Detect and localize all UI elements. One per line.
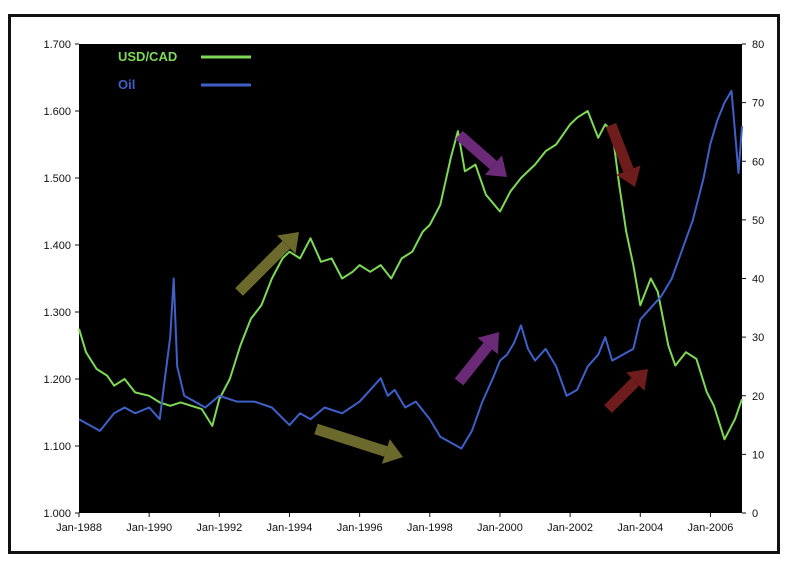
maroon-arrow-down <box>605 123 641 187</box>
arrow-head <box>277 232 299 254</box>
x-tick-label: Jan-1992 <box>196 522 242 534</box>
arrow-head <box>477 332 499 355</box>
arrow-shaft <box>314 423 388 457</box>
dual-axis-line-chart: 1.000 1.100 1.200 1.300 1.400 1.500 1.600 1.700… <box>43 39 764 534</box>
arrow-shaft <box>235 240 291 296</box>
series-layer <box>78 89 743 450</box>
left-tick-label: 1.200 <box>43 374 71 386</box>
x-axis: Jan-1988 Jan-1990 Jan-1992 Jan-1994 Jan-1996… <box>56 513 733 534</box>
chart-frame: 1.000 1.100 1.200 1.300 1.400 1.500 1.600 1.700… <box>8 14 780 554</box>
arrow-head <box>484 155 507 177</box>
x-tick-label: Jan-1988 <box>56 522 102 534</box>
arrow-head <box>381 439 403 464</box>
right-tick-label: 0 <box>752 508 758 520</box>
legend: USD/CAD Oil <box>118 49 251 92</box>
left-tick-label: 1.300 <box>43 307 71 319</box>
left-axis: 1.000 1.100 1.200 1.300 1.400 1.500 1.600 1.700 <box>43 39 79 520</box>
x-tick-label: Jan-2000 <box>477 522 523 534</box>
arrow-shaft <box>454 342 493 386</box>
x-tick-label: Jan-1996 <box>337 522 383 534</box>
plot-area <box>79 44 742 513</box>
arrow-shaft <box>455 130 498 170</box>
right-tick-label: 30 <box>752 332 764 344</box>
left-tick-label: 1.600 <box>43 106 71 118</box>
purple-arrow-down <box>455 130 507 177</box>
right-axis: 0 10 20 30 40 50 60 70 80 <box>742 39 764 520</box>
maroon-arrow-up <box>604 369 648 413</box>
arrow-head <box>626 369 648 391</box>
x-tick-label: Jan-1998 <box>407 522 453 534</box>
right-tick-label: 80 <box>752 39 764 51</box>
arrow-head <box>616 165 641 187</box>
left-tick-label: 1.400 <box>43 240 71 252</box>
annotation-arrows <box>235 123 648 464</box>
right-tick-label: 60 <box>752 156 764 168</box>
left-tick-label: 1.000 <box>43 508 71 520</box>
x-tick-label: Jan-1994 <box>267 522 313 534</box>
left-tick-label: 1.100 <box>43 441 71 453</box>
x-tick-label: Jan-2004 <box>617 522 663 534</box>
right-tick-label: 50 <box>752 215 764 227</box>
left-tick-label: 1.700 <box>43 39 71 51</box>
x-tick-label: Jan-2006 <box>687 522 733 534</box>
olive-arrow-down <box>314 423 403 464</box>
x-tick-label: Jan-1990 <box>126 522 172 534</box>
right-tick-label: 20 <box>752 391 764 403</box>
x-tick-label: Jan-2002 <box>547 522 593 534</box>
left-tick-label: 1.500 <box>43 173 71 185</box>
legend-label-usdcad: USD/CAD <box>118 49 177 64</box>
legend-label-oil: Oil <box>118 77 135 92</box>
olive-arrow-up <box>235 232 299 296</box>
purple-arrow-up <box>454 332 499 386</box>
right-tick-label: 40 <box>752 274 764 286</box>
arrow-shaft <box>604 377 640 413</box>
right-tick-label: 10 <box>752 449 764 461</box>
right-tick-label: 70 <box>752 98 764 110</box>
arrow-shaft <box>605 123 634 173</box>
series-line-usdcad <box>78 110 743 441</box>
series-line-oil <box>78 89 743 450</box>
